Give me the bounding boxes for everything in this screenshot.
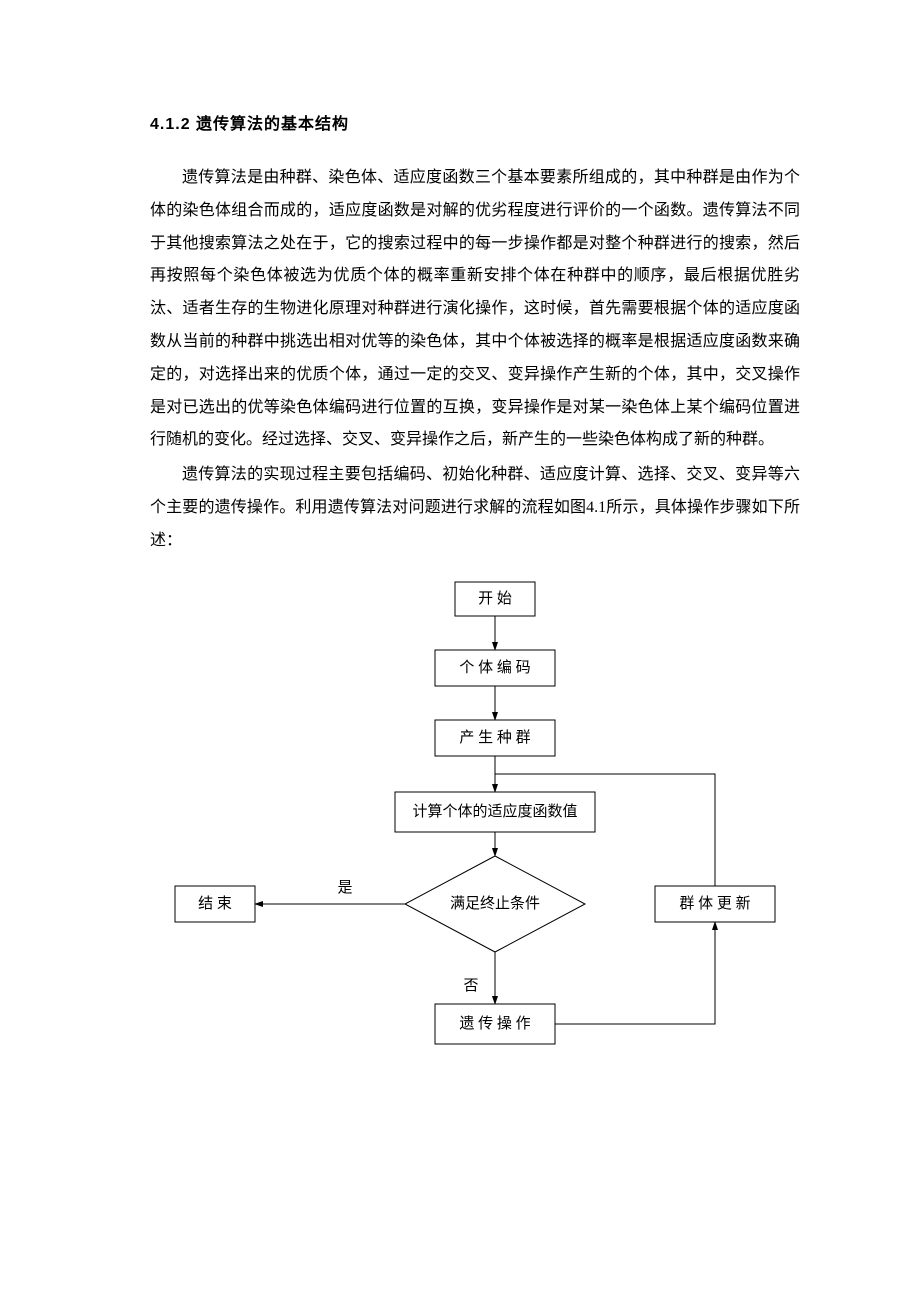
flow-edge [555, 922, 715, 1024]
flowchart-container: 是否 开 始个 体 编 码产 生 种 群计算个体的适应度函数值满足终止条件 结 束 群… [150, 572, 800, 1062]
flow-node-label-cond: 满足终止条件 [450, 895, 540, 912]
paragraph-1: 遗传算法是由种群、染色体、适应度函数三个基本要素所组成的，其中种群是由作为个体的… [150, 162, 800, 457]
genetic-algorithm-flowchart: 是否 开 始个 体 编 码产 生 种 群计算个体的适应度函数值满足终止条件 结 束 群… [155, 572, 795, 1062]
flow-node-label-start: 开 始 [478, 590, 512, 607]
paragraph-2: 遗传算法的实现过程主要包括编码、初始化种群、适应度计算、选择、交叉、变异等六个主… [150, 459, 800, 557]
section-heading: 4.1.2 遗传算法的基本结构 [150, 110, 800, 134]
flow-edge-label: 是 [337, 880, 352, 896]
flow-node-label-end: 结 束 [198, 895, 232, 912]
flow-node-label-encode: 个 体 编 码 [459, 659, 530, 676]
flow-node-label-init: 产 生 种 群 [459, 729, 530, 746]
flow-node-label-genop: 遗 传 操 作 [459, 1015, 530, 1032]
flow-node-label-fitness: 计算个体的适应度函数值 [412, 802, 577, 820]
flow-edge-label: 否 [463, 978, 478, 994]
flow-node-label-update: 群 体 更 新 [679, 895, 750, 912]
